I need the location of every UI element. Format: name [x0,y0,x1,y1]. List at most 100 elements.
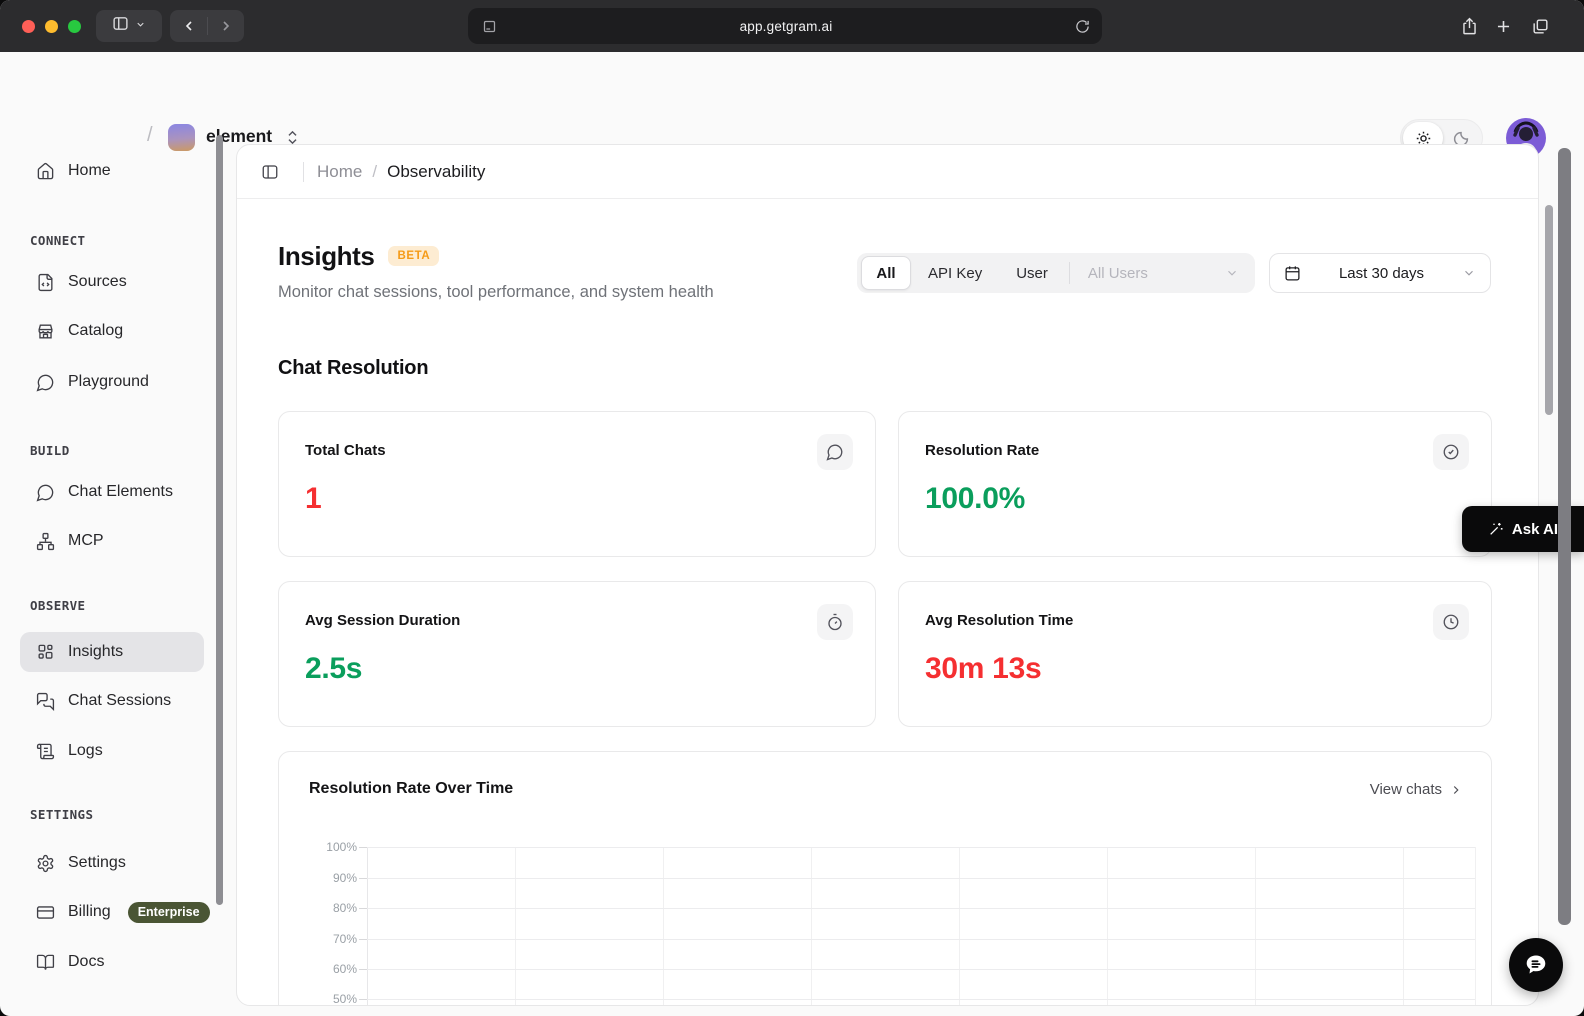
sidebar-item-insights[interactable]: Insights [20,632,204,672]
ask-ai-label: Ask AI [1511,520,1559,538]
window-scrollbar[interactable] [1558,148,1571,925]
filter-segmented-control: All API Key User All Users [857,253,1255,293]
forward-button[interactable] [208,18,244,34]
sidebar-scrollbar[interactable] [216,135,223,905]
chat-bubble-icon [35,482,55,502]
page-format-icon[interactable] [482,19,497,34]
workspace-switcher-icon[interactable] [284,129,301,146]
sidebar-item-playground[interactable]: Playground [20,362,204,402]
sidebar-item-label: Chat Sessions [68,692,172,709]
page-subtitle: Monitor chat sessions, tool performance,… [278,283,714,301]
y-tick: 50% [332,992,357,1006]
workspace-path-separator: / [147,124,153,146]
breadcrumb-current: Observability [387,162,486,181]
date-range-select[interactable]: Last 30 days [1269,253,1491,293]
chat-bubble-icon [817,434,853,470]
sidebar-item-label: Billing [68,903,111,920]
card-value: 1 [305,482,322,515]
share-icon[interactable] [1457,14,1481,38]
sidebar-item-home[interactable]: Home [20,151,204,191]
sidebar-item-mcp[interactable]: MCP [20,521,204,561]
sidebar-panel-icon [112,15,129,37]
back-button[interactable] [170,18,207,34]
section-title: Chat Resolution [278,357,429,379]
close-window-button[interactable] [22,20,35,33]
stopwatch-icon [817,604,853,640]
card-avg-session-duration: Avg Session Duration 2.5s [278,581,876,727]
card-title: Avg Resolution Time [925,612,1074,629]
view-chats-link[interactable]: View chats [1370,781,1463,798]
nav-button-group [170,10,244,42]
sidebar-item-label: Settings [68,854,126,871]
wand-icon [1490,523,1503,535]
sidebar-item-label: Playground [68,373,149,390]
card-value: 30m 13s [925,652,1042,685]
sidebar-section-connect: CONNECT [30,233,86,248]
card-title: Avg Session Duration [305,612,461,629]
panel-scrollbar[interactable] [1545,205,1553,415]
chat-fab[interactable] [1509,938,1563,992]
panel-collapse-icon[interactable] [261,163,279,181]
filter-tab-all[interactable]: All [861,256,911,290]
breadcrumb-home[interactable]: Home [317,162,363,181]
page-title-row: Insights BETA [278,237,440,275]
card-title: Total Chats [305,442,386,459]
y-tick: 100% [326,840,357,854]
beta-badge: BETA [388,246,440,266]
sidebar-item-catalog[interactable]: Catalog [20,311,204,351]
filter-tab-user[interactable]: User [1016,264,1048,282]
date-range-label: Last 30 days [1338,264,1425,282]
reload-icon[interactable] [1075,19,1090,34]
sidebar-item-billing[interactable]: Billing Enterprise [20,892,210,932]
sidebar-item-docs[interactable]: Docs [20,942,204,982]
card-title: Resolution Rate [925,442,1040,459]
minimize-window-button[interactable] [45,20,58,33]
tab-overview-icon[interactable] [1528,14,1552,38]
new-tab-icon[interactable] [1491,14,1515,38]
sidebar-section-observe: OBSERVE [30,598,86,613]
gear-icon [35,853,55,873]
view-chats-label: View chats [1369,781,1442,798]
y-tick: 80% [332,901,357,915]
sidebar-item-label: Insights [68,643,124,660]
chevron-down-icon [135,17,146,35]
user-select[interactable]: All Users [1087,264,1148,282]
card-resolution-rate: Resolution Rate 100.0% [898,411,1492,557]
file-code-icon [35,272,55,292]
credit-card-icon [35,902,55,922]
filter-tab-api-key[interactable]: API Key [928,264,983,282]
sidebar-item-logs[interactable]: Logs [20,731,204,771]
nav-divider [207,17,208,35]
chart-title: Resolution Rate Over Time [309,780,514,797]
sidebar-item-label: Sources [68,273,127,290]
sidebar-item-label: MCP [68,532,104,549]
address-bar[interactable]: app.getgram.ai [468,8,1102,44]
sidebar-section-settings: SETTINGS [30,807,94,822]
card-value: 100.0% [925,482,1025,515]
store-icon [35,321,55,341]
chat-bubble-icon [1526,955,1546,974]
book-open-icon [35,952,55,972]
browser-sidebar-toggle[interactable] [96,10,162,42]
sidebar-item-label: Home [68,162,111,179]
sidebar-item-settings[interactable]: Settings [20,843,204,883]
chat-bubble-icon [35,372,55,392]
sidebar-item-sources[interactable]: Sources [20,262,204,302]
sidebar-item-chat-sessions[interactable]: Chat Sessions [20,681,204,721]
grid-icon [35,642,55,662]
workspace-logo[interactable] [168,124,195,151]
filter-divider [1068,262,1070,284]
zoom-window-button[interactable] [68,20,81,33]
chevron-right-icon [1453,785,1459,794]
clock-icon [1433,604,1469,640]
breadcrumb-divider [303,162,304,182]
page-title: Insights [278,240,375,271]
y-tick: 60% [332,962,357,976]
sidebar-section-build: BUILD [30,443,70,458]
chevron-down-icon[interactable] [1225,266,1239,280]
sidebar-item-chat-elements[interactable]: Chat Elements [20,472,204,512]
panel-top-bar: Home / Observability [237,145,1538,199]
chevron-down-icon [1462,266,1476,280]
browser-chrome: app.getgram.ai [0,0,1584,52]
